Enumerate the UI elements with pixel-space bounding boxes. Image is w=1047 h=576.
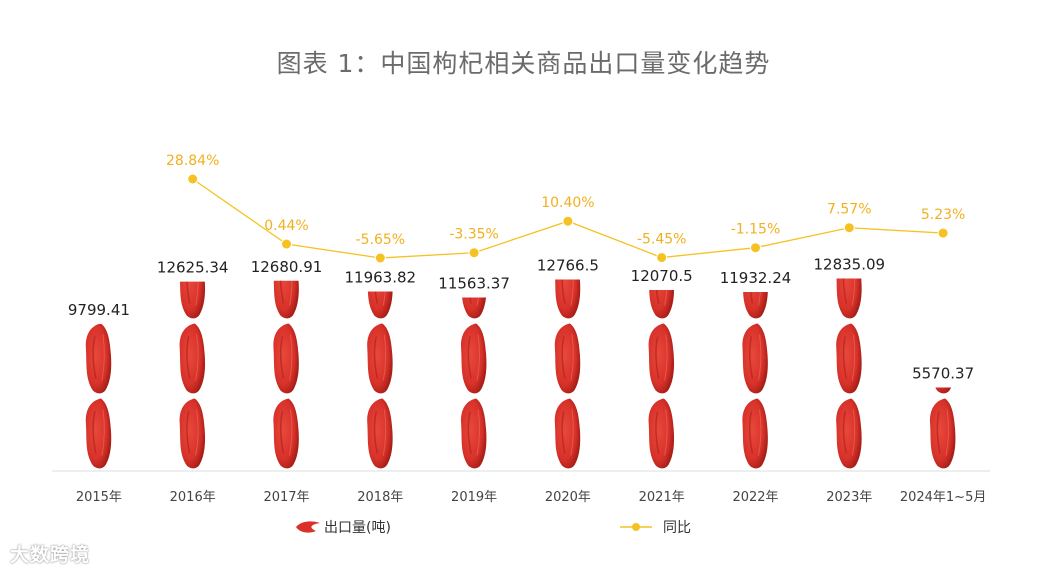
yoy-point[interactable] [374, 252, 386, 264]
bar-value-label: 12766.5 [537, 257, 599, 275]
goji-berry-symbol [742, 398, 768, 469]
goji-berry-symbol [273, 398, 299, 469]
bar-value-label: 12680.91 [251, 258, 323, 276]
legend-item-yoy[interactable]: 同比 [620, 520, 691, 536]
yoy-point[interactable] [562, 215, 574, 227]
yoy-point[interactable] [750, 242, 761, 254]
bars-layer [85, 249, 956, 469]
goji-berry-symbol [179, 323, 206, 394]
goji-berry-symbol [273, 280, 299, 319]
x-tick-layer: 2015年 2016年 2017年 2018年 2019年 2020年 2021年 2022年… [76, 490, 987, 505]
yoy-point[interactable] [281, 238, 292, 250]
bar-value-label: 11932.24 [720, 269, 792, 287]
bar-8[interactable] [742, 249, 768, 469]
x-tick-label: 2021年 [639, 490, 685, 505]
yoy-value-label: -1.15% [731, 222, 781, 238]
yoy-line-layer: 28.84% 0.44% -5.65% -3.35% 10.40% -5.45% -1.15… [166, 153, 965, 264]
yoy-value-label: 28.84% [166, 153, 219, 169]
bar-9[interactable] [836, 249, 862, 469]
legend-item-export-volume[interactable]: 出口量(吨) [296, 520, 391, 536]
goji-berry-symbol [85, 324, 112, 394]
bar-10[interactable] [929, 324, 956, 469]
watermark-text: 大数跨境 [10, 544, 91, 566]
yoy-value-label: 10.40% [541, 195, 594, 211]
goji-berry-symbol [555, 279, 581, 319]
goji-berry-symbol [935, 387, 952, 394]
goji-berry-symbol [180, 281, 206, 319]
yoy-value-label: -5.65% [356, 232, 406, 248]
bar-1[interactable] [85, 324, 112, 469]
bar-6[interactable] [554, 249, 581, 469]
bar-value-label: 5570.37 [912, 364, 974, 382]
yoy-value-label: -5.45% [637, 232, 687, 248]
bar-2[interactable] [179, 249, 206, 469]
bar-value-label: 12070.5 [631, 267, 693, 285]
x-tick-label: 2016年 [170, 490, 216, 505]
bar-value-label: 11963.82 [345, 269, 417, 287]
yoy-value-label: 0.44% [264, 218, 308, 234]
legend-label-export-volume: 出口量(吨) [324, 520, 391, 536]
goji-berry-symbol [836, 278, 862, 319]
x-tick-label: 2019年 [451, 490, 497, 505]
legend-label-yoy: 同比 [663, 520, 691, 536]
goji-berry-symbol [460, 398, 487, 469]
labels-layer: 9799.41 12625.34 12680.91 11963.82 11563.37 1… [68, 255, 974, 382]
goji-berry-symbol [742, 323, 768, 394]
bar-3[interactable] [273, 249, 299, 469]
yoy-point[interactable] [187, 173, 199, 185]
chart-title: 图表 1：中国枸杞相关商品出口量变化趋势 [276, 49, 771, 78]
goji-berry-symbol [743, 292, 768, 319]
x-tick-label: 2018年 [357, 490, 403, 505]
goji-berry-symbol [367, 323, 393, 394]
yoy-value-label: -3.35% [449, 227, 499, 243]
x-tick-label: 2020年 [545, 490, 591, 505]
goji-berry-symbol [929, 398, 956, 469]
goji-berry-symbol [367, 398, 393, 469]
goji-berry-symbol [367, 291, 393, 319]
goji-berry-symbol [649, 289, 675, 319]
goji-berry-icon [296, 521, 320, 533]
bar-7[interactable] [648, 249, 675, 469]
goji-berry-symbol [554, 323, 581, 394]
bar-value-label: 9799.41 [68, 301, 130, 319]
x-tick-label: 2015年 [76, 490, 122, 505]
bar-value-label: 12625.34 [157, 259, 229, 277]
goji-berry-symbol [85, 398, 112, 469]
bar-4[interactable] [367, 249, 393, 469]
yoy-value-label: 7.57% [827, 202, 871, 218]
bar-value-label: 11563.37 [438, 275, 510, 293]
goji-berry-symbol [648, 398, 675, 469]
x-tick-label: 2017年 [263, 490, 309, 505]
goji-berry-symbol [460, 323, 487, 394]
watermark-logo: 大数跨境 [10, 540, 90, 567]
goji-berry-symbol [836, 398, 862, 469]
yoy-point[interactable] [468, 247, 480, 259]
legend: 出口量(吨) 同比 [296, 520, 691, 536]
yoy-point[interactable] [843, 222, 855, 234]
yoy-value-label: 5.23% [921, 207, 965, 223]
goji-berry-symbol [462, 297, 486, 319]
yoy-point[interactable] [656, 252, 668, 264]
bar-value-label: 12835.09 [814, 255, 886, 273]
x-tick-label: 2024年1~5月 [900, 490, 987, 505]
goji-berry-symbol [273, 323, 299, 394]
bar-5[interactable] [460, 249, 487, 469]
legend-dot-marker [632, 523, 640, 531]
goji-berry-symbol [836, 323, 862, 394]
x-tick-label: 2022年 [732, 490, 778, 505]
goji-berry-symbol [554, 398, 581, 469]
goji-berry-symbol [648, 323, 675, 394]
goji-berry-symbol [179, 398, 206, 469]
yoy-point[interactable] [937, 227, 949, 239]
x-tick-label: 2023年 [826, 490, 872, 505]
